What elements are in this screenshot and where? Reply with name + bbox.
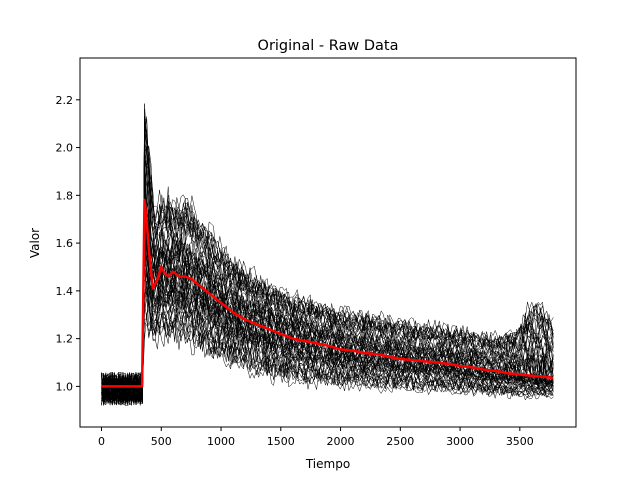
x-tick-label: 500 (151, 435, 172, 448)
x-tick-label: 0 (98, 435, 105, 448)
raw-trace-line (101, 188, 554, 404)
raw-traces-layer (101, 103, 554, 407)
raw-trace-line (101, 286, 554, 405)
axes-layer: 0 500 1000 1500 2000 2500 3000 3500 1.0 1.2 1.4 1.6… (56, 57, 577, 448)
raw-trace-line (101, 140, 554, 401)
y-tick-label: 1.8 (56, 189, 74, 202)
y-tick-label: 1.4 (56, 285, 74, 298)
y-axis-label: Valor (28, 228, 42, 258)
y-tick-label: 1.0 (56, 380, 74, 393)
raw-trace-line (101, 302, 554, 405)
raw-trace-line (101, 208, 554, 406)
raw-trace-line (101, 173, 554, 407)
raw-trace-line (101, 166, 554, 405)
plot-frame (79, 57, 577, 428)
raw-trace-line (101, 312, 554, 406)
raw-trace-line (101, 249, 554, 405)
x-tick-label: 3500 (506, 435, 534, 448)
raw-trace-line (101, 269, 554, 406)
raw-trace-line (101, 239, 554, 403)
x-tick-label: 1500 (267, 435, 295, 448)
mean-series-line (101, 198, 554, 388)
raw-trace-line (101, 173, 554, 405)
raw-trace-line (101, 180, 554, 405)
y-tick-label: 1.2 (56, 333, 74, 346)
y-tick-label: 1.6 (56, 237, 74, 250)
x-tick-label: 2000 (327, 435, 355, 448)
raw-trace-line (101, 128, 554, 404)
mean-series-layer (101, 198, 554, 388)
raw-trace-line (101, 233, 554, 406)
raw-trace-line (101, 161, 554, 405)
y-tick-label: 2.0 (56, 142, 74, 155)
raw-trace-line (101, 139, 554, 406)
x-tick-label: 1000 (207, 435, 235, 448)
y-tick-label: 2.2 (56, 94, 74, 107)
x-tick-label: 3000 (446, 435, 474, 448)
chart-title: Original - Raw Data (258, 38, 399, 54)
x-tick-label: 2500 (386, 435, 414, 448)
raw-trace-line (101, 108, 554, 403)
x-axis-label: Tiempo (305, 457, 350, 471)
raw-trace-line (101, 243, 554, 399)
raw-trace-line (101, 146, 554, 404)
raw-trace-line (101, 115, 554, 406)
